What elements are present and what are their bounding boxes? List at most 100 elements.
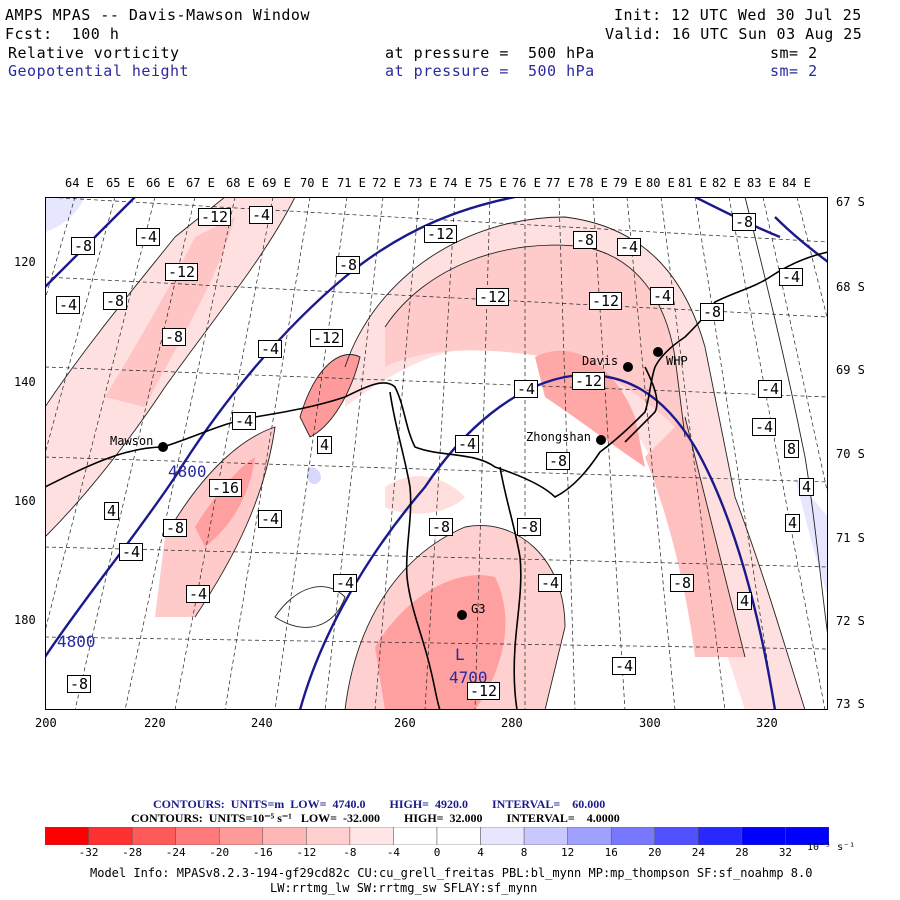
vorticity-label: -4 bbox=[617, 238, 642, 256]
grid-y-label: 120 bbox=[14, 255, 36, 269]
lon-label: 72 E bbox=[372, 176, 401, 190]
shade-positive-nw bbox=[45, 197, 85, 232]
grid-y-label: 140 bbox=[14, 375, 36, 389]
lon-label: 75 E bbox=[478, 176, 507, 190]
colorbar-units: 10⁻⁵ s⁻¹ bbox=[807, 842, 856, 853]
vorticity-label: -4 bbox=[650, 287, 675, 305]
colorbar-label: 24 bbox=[691, 846, 705, 859]
lat-label: 70 S bbox=[836, 447, 865, 461]
longitude-line bbox=[558, 197, 576, 710]
station-dot bbox=[623, 362, 633, 372]
vorticity-label: -8 bbox=[162, 328, 187, 346]
colorbar-swatch bbox=[218, 827, 264, 845]
lat-label: 72 S bbox=[836, 614, 865, 628]
lat-label: 68 S bbox=[836, 280, 865, 294]
longitude-line bbox=[45, 197, 156, 633]
ice-divide bbox=[499, 466, 522, 710]
map-plot bbox=[45, 197, 828, 710]
latitude-line bbox=[45, 636, 828, 650]
lon-label: 64 E bbox=[65, 176, 94, 190]
lon-label: 68 E bbox=[226, 176, 255, 190]
longitude-line bbox=[424, 197, 456, 710]
valid-time: Valid: 16 UTC Sun 03 Aug 25 bbox=[605, 25, 863, 43]
colorbar-label: -24 bbox=[165, 846, 186, 859]
coast-segment bbox=[624, 366, 658, 443]
vorticity-label: -4 bbox=[258, 340, 283, 358]
vorticity-label: -4 bbox=[119, 543, 144, 561]
vorticity-label: -12 bbox=[198, 208, 232, 226]
vorticity-label: 4 bbox=[799, 478, 815, 496]
vorticity-label: -12 bbox=[165, 263, 199, 281]
low-symbol: L bbox=[455, 645, 465, 664]
grid-x-label: 320 bbox=[756, 716, 778, 730]
longitude-line bbox=[660, 197, 726, 710]
colorbar-swatch bbox=[480, 827, 525, 845]
station-label: Mawson bbox=[110, 434, 154, 448]
lat-label: 71 S bbox=[836, 531, 865, 545]
colorbar-label: 12 bbox=[561, 846, 575, 859]
vorticity-label: -12 bbox=[424, 225, 458, 243]
latitude-line bbox=[45, 546, 828, 568]
vorticity-label: -8 bbox=[163, 519, 188, 537]
colorbar-swatch bbox=[349, 827, 394, 845]
vorticity-label: -16 bbox=[209, 479, 243, 497]
lat-label: 69 S bbox=[836, 363, 865, 377]
graticule bbox=[45, 197, 828, 710]
vorticity-label: 4 bbox=[317, 436, 333, 454]
field2-smoothing: sm= 2 bbox=[770, 62, 818, 80]
grid-x-label: 200 bbox=[35, 716, 57, 730]
colorbar-label: 20 bbox=[648, 846, 662, 859]
lon-label: 73 E bbox=[408, 176, 437, 190]
height-label: 4800 bbox=[57, 632, 96, 651]
lon-label: 83 E bbox=[747, 176, 776, 190]
lon-label: 71 E bbox=[337, 176, 366, 190]
vorticity-label: -4 bbox=[56, 296, 81, 314]
station-label: Davis bbox=[582, 354, 619, 368]
model-info-physics: LW:rrtmg_lw SW:rrtmg_sw SFLAY:sf_mynn bbox=[270, 881, 538, 895]
vorticity-contours bbox=[45, 197, 828, 710]
shade-mid-patch bbox=[385, 476, 465, 514]
colorbar-label: -32 bbox=[78, 846, 99, 859]
colorbar-label: -20 bbox=[209, 846, 230, 859]
lon-label: 79 E bbox=[613, 176, 642, 190]
colorbar-swatch bbox=[436, 827, 481, 845]
colorbar-swatch bbox=[610, 827, 656, 845]
vorticity-contour-legend: CONTOURS: UNITS=10⁻⁵ s⁻¹ LOW= -32.000 HI… bbox=[131, 811, 620, 825]
top-longitude-axis: 64 E 65 E 66 E 67 E 68 E 69 E 70 E 71 E … bbox=[0, 176, 900, 192]
station-dot bbox=[596, 435, 606, 445]
lon-label: 77 E bbox=[546, 176, 575, 190]
colorbar-labels: -32 -28 -24 -20 -16 -12 -8 -4 0 4 8 12 16 20 24 28 32 bbox=[0, 846, 900, 860]
vorticity-label: -8 bbox=[517, 518, 542, 536]
lat-label: 67 S bbox=[836, 195, 865, 209]
colorbar-swatch bbox=[88, 827, 133, 845]
grid-y-label: 180 bbox=[14, 613, 36, 627]
lon-label: 66 E bbox=[146, 176, 175, 190]
colorbar-swatch bbox=[262, 827, 307, 845]
grid-y-label: 160 bbox=[14, 494, 36, 508]
vorticity-label: -4 bbox=[779, 268, 804, 286]
colorbar-label: 8 bbox=[520, 846, 528, 859]
vorticity-label: -8 bbox=[429, 518, 454, 536]
longitude-line bbox=[274, 197, 348, 710]
colorbar-label: 16 bbox=[604, 846, 618, 859]
colorbar-swatch bbox=[523, 827, 568, 845]
latitude-line bbox=[45, 276, 828, 318]
plot-frame bbox=[45, 197, 828, 710]
field1-name: Relative vorticity bbox=[8, 44, 180, 62]
station-label: Zhongshan bbox=[526, 430, 592, 444]
colorbar-swatch bbox=[741, 827, 786, 845]
longitude-line bbox=[324, 197, 384, 710]
lon-label: 65 E bbox=[106, 176, 135, 190]
vorticity-label: -4 bbox=[538, 574, 563, 592]
colorbar-label: -16 bbox=[252, 846, 273, 859]
forecast-hour: Fcst: 100 h bbox=[5, 25, 120, 43]
colorbar-label: -8 bbox=[343, 846, 357, 859]
longitude-line bbox=[74, 197, 196, 710]
vorticity-label: -4 bbox=[258, 510, 283, 528]
lon-label: 81 E bbox=[678, 176, 707, 190]
colorbar-label: 32 bbox=[778, 846, 793, 859]
vorticity-contour bbox=[274, 586, 346, 628]
height-contour-legend: CONTOURS: UNITS=m LOW= 4740.0 HIGH= 4920… bbox=[153, 797, 606, 811]
colorbar-swatch bbox=[393, 827, 438, 845]
vorticity-label: -12 bbox=[476, 288, 510, 306]
